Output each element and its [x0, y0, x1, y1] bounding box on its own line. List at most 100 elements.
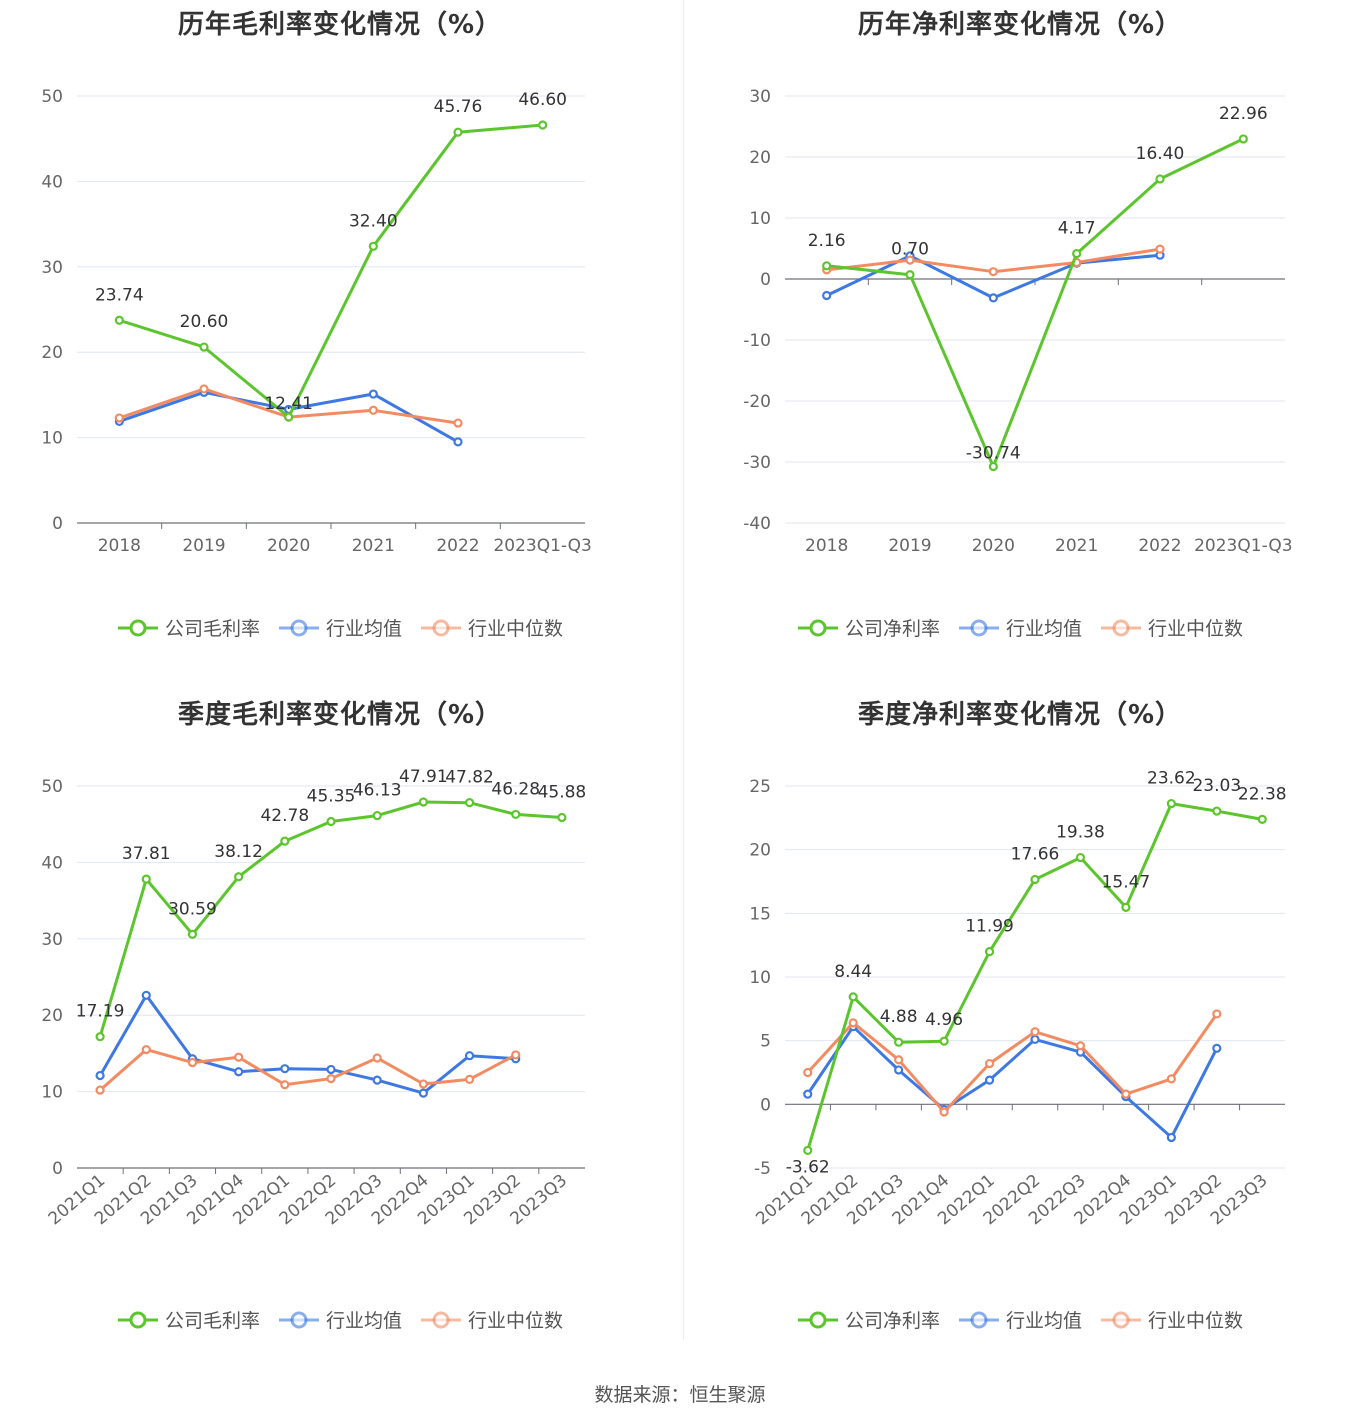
data-point-avg[interactable] [894, 1065, 904, 1075]
data-point-company[interactable] [372, 810, 382, 821]
data-point-company[interactable] [187, 929, 198, 939]
data-point-company[interactable] [538, 120, 548, 130]
data-point-company[interactable] [1075, 852, 1086, 863]
data-point-company[interactable] [1155, 174, 1165, 184]
data-point-company[interactable] [984, 947, 995, 957]
data-point-median[interactable] [1155, 244, 1165, 254]
data-point-company[interactable] [988, 461, 998, 472]
legend-item-median[interactable]: 行业中位数 [1100, 1306, 1243, 1333]
series-line-avg [806, 1025, 1219, 1139]
legend-item-company[interactable]: 公司净利率 [797, 1306, 940, 1333]
data-point-company[interactable] [557, 812, 567, 823]
legend-item-company[interactable]: 公司毛利率 [117, 614, 260, 641]
data-point-avg[interactable] [453, 437, 463, 447]
data-point-company[interactable] [848, 992, 858, 1002]
data-point-median[interactable] [326, 1074, 336, 1084]
data-point-avg[interactable] [1212, 1043, 1222, 1053]
data-point-median[interactable] [187, 1057, 198, 1068]
data-point-company[interactable] [1072, 248, 1082, 259]
data-point-median[interactable] [1121, 1089, 1131, 1099]
chart-title: 季度净利率变化情况（%） [857, 700, 1183, 730]
data-point-company[interactable] [199, 342, 209, 352]
data-point-company[interactable] [905, 270, 915, 280]
data-point-company[interactable] [141, 874, 151, 884]
data-point-company[interactable] [511, 809, 521, 820]
data-point-median[interactable] [464, 1074, 475, 1084]
y-tick-label: 50 [41, 87, 63, 107]
data-point-median[interactable] [234, 1052, 244, 1062]
data-point-avg[interactable] [368, 389, 378, 399]
data-point-company[interactable] [95, 1032, 105, 1042]
data-point-company[interactable] [1257, 814, 1267, 824]
data-point-median[interactable] [905, 255, 915, 265]
legend-label: 行业中位数 [1148, 1310, 1244, 1332]
data-point-avg[interactable] [280, 1064, 290, 1074]
data-point-avg[interactable] [141, 990, 151, 1000]
legend-item-avg[interactable]: 行业均值 [958, 1306, 1082, 1333]
data-label: 47.82 [445, 768, 494, 788]
data-point-company[interactable] [453, 127, 463, 137]
data-point-median[interactable] [1030, 1027, 1040, 1037]
data-point-company[interactable] [1238, 134, 1248, 144]
data-point-median[interactable] [988, 267, 998, 277]
data-point-company[interactable] [114, 315, 124, 325]
data-point-median[interactable] [984, 1058, 995, 1069]
data-point-company[interactable] [284, 412, 294, 422]
data-point-median[interactable] [453, 418, 463, 428]
y-tick-label: 15 [749, 904, 771, 924]
data-point-median[interactable] [939, 1107, 949, 1117]
data-point-avg[interactable] [984, 1075, 995, 1085]
data-point-median[interactable] [95, 1085, 105, 1095]
data-point-company[interactable] [822, 261, 832, 271]
data-point-company[interactable] [1030, 874, 1040, 885]
data-point-avg[interactable] [1166, 1132, 1176, 1143]
data-point-median[interactable] [114, 413, 124, 423]
data-point-company[interactable] [234, 872, 244, 882]
data-point-median[interactable] [894, 1055, 904, 1065]
legend-item-avg[interactable]: 行业均值 [278, 614, 402, 641]
data-point-median[interactable] [418, 1079, 428, 1089]
data-point-avg[interactable] [464, 1051, 475, 1061]
data-point-company[interactable] [894, 1037, 904, 1047]
data-point-median[interactable] [1075, 1041, 1086, 1051]
data-point-avg[interactable] [326, 1064, 336, 1075]
data-point-company[interactable] [280, 836, 290, 846]
legend-item-median[interactable]: 行业中位数 [1100, 614, 1243, 641]
data-point-median[interactable] [1212, 1009, 1222, 1019]
data-point-company[interactable] [464, 798, 475, 808]
data-point-avg[interactable] [95, 1070, 105, 1081]
data-point-avg[interactable] [1030, 1034, 1040, 1044]
data-point-company[interactable] [1212, 806, 1222, 816]
data-point-median[interactable] [511, 1050, 521, 1060]
legend-item-median[interactable]: 行业中位数 [420, 614, 563, 641]
legend-item-company[interactable]: 公司毛利率 [117, 1306, 260, 1333]
data-point-company[interactable] [1121, 902, 1131, 912]
data-point-company[interactable] [368, 241, 378, 251]
legend-item-avg[interactable]: 行业均值 [278, 1306, 402, 1333]
data-point-median[interactable] [803, 1067, 813, 1078]
data-point-median[interactable] [372, 1053, 382, 1063]
data-point-median[interactable] [141, 1044, 151, 1055]
data-point-avg[interactable] [372, 1075, 382, 1085]
data-point-company[interactable] [418, 797, 428, 807]
legend-item-company[interactable]: 公司净利率 [797, 614, 940, 641]
data-point-company[interactable] [803, 1145, 813, 1156]
data-point-avg[interactable] [418, 1088, 428, 1098]
data-point-median[interactable] [848, 1018, 858, 1028]
data-point-avg[interactable] [803, 1089, 813, 1099]
data-point-median[interactable] [368, 405, 378, 415]
y-tick-label: -20 [743, 392, 771, 412]
data-point-avg[interactable] [822, 290, 832, 301]
data-point-company[interactable] [1166, 798, 1176, 809]
legend-label: 行业均值 [1005, 1310, 1082, 1332]
data-point-avg[interactable] [988, 293, 998, 303]
data-point-median[interactable] [1166, 1074, 1176, 1084]
data-point-median[interactable] [280, 1080, 290, 1090]
data-point-company[interactable] [939, 1036, 949, 1046]
legend-item-median[interactable]: 行业中位数 [420, 1306, 563, 1333]
legend-item-avg[interactable]: 行业均值 [958, 614, 1082, 641]
data-point-median[interactable] [199, 384, 209, 394]
data-point-company[interactable] [326, 816, 336, 827]
data-point-avg[interactable] [234, 1067, 244, 1077]
legend-label: 行业中位数 [1148, 618, 1244, 640]
